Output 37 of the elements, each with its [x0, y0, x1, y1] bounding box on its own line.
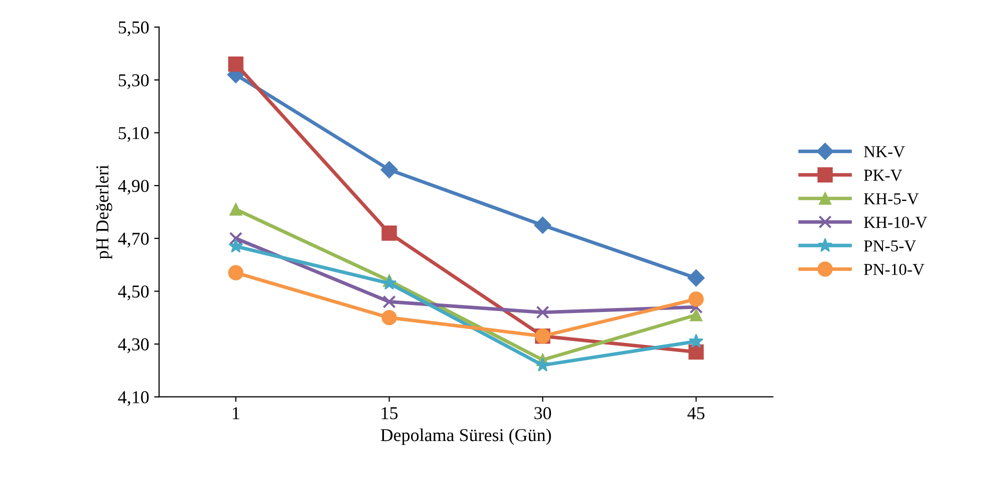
y-tick-label: 4,50	[118, 285, 149, 300]
y-tick-label: 4,70	[118, 232, 149, 248]
point	[688, 269, 705, 287]
y-tick-label: 5,30	[118, 74, 149, 89]
y-tick-label: 5,10	[118, 127, 149, 142]
legend-label: PK-V	[864, 170, 902, 181]
y-tick-label: 4,10	[118, 391, 149, 406]
point	[228, 238, 244, 253]
x-tick-label: 45	[687, 407, 704, 420]
legend-label: KH-5-V	[864, 193, 919, 205]
legend-label: NK-V	[864, 146, 905, 158]
point	[688, 344, 704, 360]
point	[229, 232, 242, 245]
point	[382, 310, 397, 326]
x-axis-title: Depolama Süresi (Gün)	[380, 428, 551, 445]
y-tick-label: 4,90	[118, 180, 149, 195]
legend-label: PN-5-V	[864, 240, 916, 252]
y-tick-label: 4,30	[118, 338, 149, 354]
point	[228, 265, 244, 280]
legend-label: KH-10-V	[864, 216, 928, 228]
y-tick-label: 5,50	[118, 21, 149, 36]
x-tick-label: 15	[382, 407, 398, 420]
x-tick-label: 30	[534, 407, 552, 420]
point	[382, 295, 396, 308]
legend-label: PN-10-V	[864, 264, 924, 276]
y-axis-title: pH Değerleri	[96, 164, 112, 260]
point	[536, 306, 550, 319]
point	[535, 358, 550, 372]
point	[230, 203, 242, 216]
point	[534, 216, 552, 234]
point	[382, 225, 397, 241]
x-tick-label: 1	[232, 407, 240, 420]
point	[690, 308, 702, 322]
point	[688, 334, 704, 348]
point	[380, 161, 398, 178]
point	[688, 292, 704, 307]
point	[228, 56, 244, 72]
